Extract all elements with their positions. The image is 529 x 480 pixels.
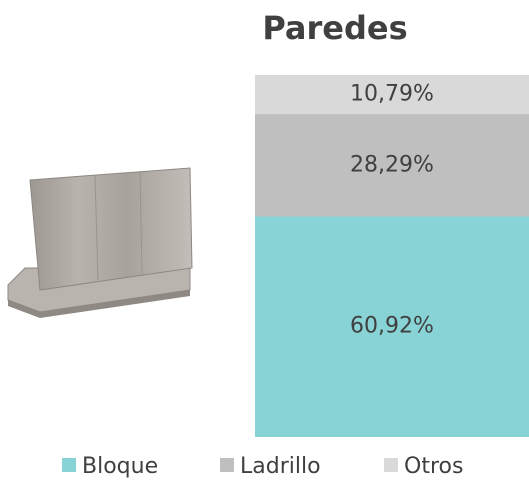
- wall-image: [7, 167, 193, 318]
- legend-swatch: [62, 458, 76, 472]
- bar-segment: [255, 114, 529, 217]
- chart-title: Paredes: [262, 9, 407, 47]
- legend-swatch: [220, 458, 234, 472]
- value-label: 28,29%: [350, 152, 434, 177]
- value-label: 10,79%: [350, 82, 434, 107]
- legend-label: Ladrillo: [240, 454, 321, 479]
- bar-segment: [255, 75, 529, 115]
- legend-label: Bloque: [82, 454, 158, 479]
- legend-swatch: [384, 458, 398, 472]
- bar-segment: [255, 216, 529, 437]
- value-label: 60,92%: [350, 314, 434, 339]
- legend-label: Otros: [404, 454, 463, 479]
